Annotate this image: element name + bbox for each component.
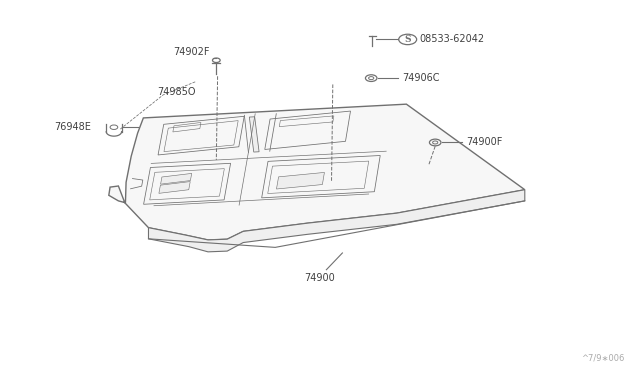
Text: 08533-62042: 08533-62042 bbox=[420, 35, 485, 44]
Polygon shape bbox=[250, 117, 259, 152]
Text: S: S bbox=[404, 35, 411, 44]
Polygon shape bbox=[276, 172, 324, 189]
Text: ^7/9∗006: ^7/9∗006 bbox=[580, 354, 624, 363]
Polygon shape bbox=[109, 104, 525, 240]
Polygon shape bbox=[161, 173, 192, 184]
Text: 76948E: 76948E bbox=[54, 122, 92, 132]
Polygon shape bbox=[148, 190, 525, 252]
Text: 74902F: 74902F bbox=[173, 46, 210, 57]
Text: 74900: 74900 bbox=[305, 273, 335, 283]
Polygon shape bbox=[159, 182, 190, 193]
Text: 74900F: 74900F bbox=[466, 138, 502, 147]
Text: 74985O: 74985O bbox=[157, 87, 195, 96]
Text: 74906C: 74906C bbox=[402, 73, 440, 83]
